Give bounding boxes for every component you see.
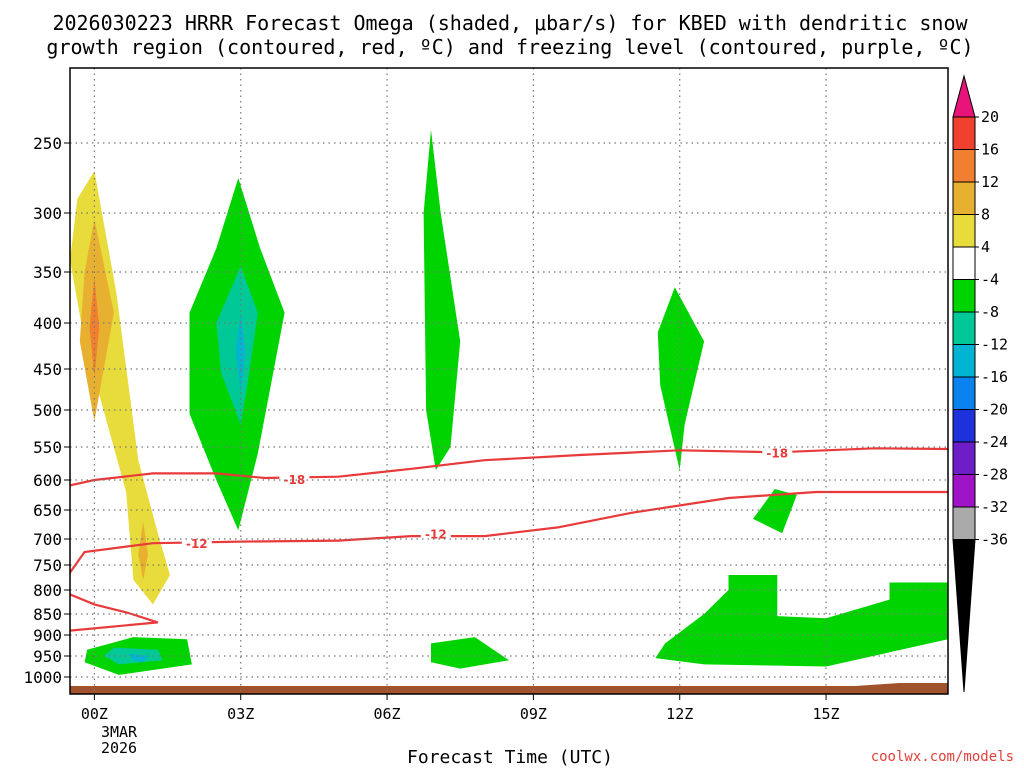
chart-title-line1: 2026030223 HRRR Forecast Omega (shaded, … [52, 11, 968, 35]
colorbar-label: 20 [981, 108, 999, 126]
y-tick-label: 550 [33, 438, 62, 457]
date-label-line1: 3MAR [101, 723, 138, 741]
contour-label: -12 [425, 527, 447, 541]
contour-label-bg [420, 526, 451, 542]
y-tick-label: 500 [33, 401, 62, 420]
contour-label: -12 [186, 537, 208, 551]
y-tick-label: 800 [33, 581, 62, 600]
x-tick-label: 09Z [520, 705, 547, 723]
y-tick-label: 300 [33, 204, 62, 223]
contour-label-bg [762, 445, 793, 461]
colorbar-swatch [952, 311, 976, 345]
x-tick-label: 00Z [81, 705, 108, 723]
plot-content: -18 -18 -12 -12 [70, 129, 948, 694]
colorbar-swatch [952, 409, 976, 443]
y-tick-label: 850 [33, 605, 62, 624]
colorbar-label: -4 [981, 271, 999, 289]
colorbar-label: 12 [981, 173, 999, 191]
plot-grid [69, 67, 949, 695]
colorbar-swatch [952, 506, 976, 540]
colorbar-swatch [952, 279, 976, 313]
colorbar-label: -32 [981, 498, 1008, 516]
colorbar-label: -28 [981, 466, 1008, 484]
y-tick-label: 1000 [23, 668, 62, 687]
date-label-line2: 2026 [101, 739, 137, 757]
omega-region--4 [423, 129, 461, 471]
x-tick-label: 12Z [666, 705, 693, 723]
x-tick-label: 03Z [227, 705, 254, 723]
y-tick-label: 250 [33, 134, 62, 153]
colorbar-swatch [952, 376, 976, 410]
y-tick-label: 450 [33, 360, 62, 379]
colorbar-top-arrow [952, 74, 976, 118]
contour-label: -18 [766, 447, 788, 461]
omega-region--12 [235, 312, 246, 394]
x-axis-ticks: 00Z 03Z 06Z 09Z 12Z 15Z [81, 694, 840, 723]
y-tick-label: 750 [33, 556, 62, 575]
omega-region--4 [657, 287, 705, 471]
plot-area: -18 -18 -12 -12 [70, 129, 948, 694]
x-tick-label: 15Z [813, 705, 840, 723]
colorbar: 20 16 12 8 4 -4 -8 -12 -16 -20 -24 -28 -32 -36 [952, 74, 1008, 693]
omega-region--4 [431, 637, 509, 669]
contour-label: -18 [284, 473, 306, 487]
y-tick-label: 350 [33, 263, 62, 282]
credit-text: coolwx.com/models [871, 749, 1014, 765]
chart-title-line2: growth region (contoured, red, ºC) and f… [46, 35, 973, 59]
colorbar-label: -36 [981, 531, 1008, 549]
ground-terrain [70, 686, 948, 694]
colorbar-label: 8 [981, 206, 990, 224]
colorbar-label: -20 [981, 401, 1008, 419]
omega-region--4 [752, 489, 797, 534]
y-tick-label: 600 [33, 471, 62, 490]
contour-label-bg [181, 536, 212, 552]
colorbar-label: -24 [981, 433, 1008, 451]
colorbar-swatch [952, 441, 976, 475]
plot-frame [69, 67, 949, 695]
y-tick-label: 650 [33, 501, 62, 520]
ground-terrain-rise [855, 683, 948, 686]
omega-region-8 [138, 521, 148, 580]
x-tick-label: 06Z [374, 705, 401, 723]
colorbar-label: -16 [981, 368, 1008, 386]
y-tick-label: 400 [33, 314, 62, 333]
omega-region--12 [128, 653, 148, 663]
colorbar-label: 16 [981, 141, 999, 159]
y-axis-ticks: 250 300 350 400 450 500 550 600 650 700 750 800 850 9… [23, 134, 70, 687]
y-tick-label: 900 [33, 626, 62, 645]
colorbar-swatch [952, 214, 976, 248]
omega-region--4 [655, 575, 948, 667]
colorbar-swatch [952, 474, 976, 508]
colorbar-swatch [952, 116, 976, 150]
colorbar-label: -8 [981, 303, 999, 321]
y-tick-label: 950 [33, 647, 62, 666]
contour-line--18 [70, 447, 948, 487]
colorbar-swatch [952, 344, 976, 378]
colorbar-label: 4 [981, 238, 990, 256]
contour-label-bg [279, 472, 310, 487]
x-axis-label: Forecast Time (UTC) [407, 747, 613, 768]
y-tick-label: 700 [33, 530, 62, 549]
colorbar-swatch [952, 149, 976, 183]
colorbar-label: -12 [981, 336, 1008, 354]
colorbar-swatch [952, 246, 976, 280]
colorbar-swatch [952, 181, 976, 215]
colorbar-bottom-arrow [952, 539, 976, 693]
contour-line--12 [70, 490, 948, 632]
